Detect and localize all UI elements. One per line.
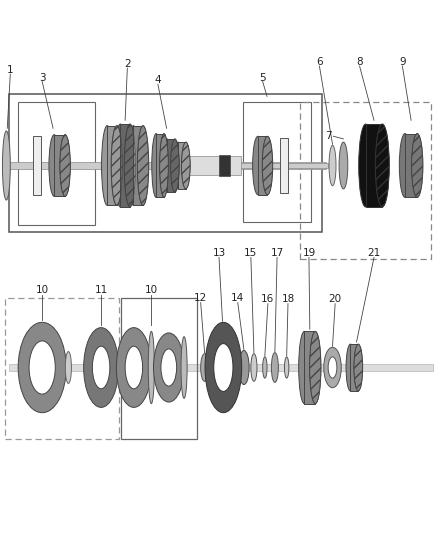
Bar [219,155,230,176]
Ellipse shape [263,357,267,378]
Ellipse shape [65,352,71,383]
Ellipse shape [262,136,273,195]
Ellipse shape [60,135,71,196]
Bar [7,162,326,169]
Ellipse shape [329,146,336,185]
Ellipse shape [29,341,55,394]
Ellipse shape [49,135,60,196]
Text: 2: 2 [124,60,131,69]
Bar [188,156,241,175]
Ellipse shape [138,126,149,205]
Ellipse shape [153,333,184,402]
Ellipse shape [181,337,187,398]
Text: 1: 1 [7,65,14,75]
Text: 7: 7 [325,131,332,141]
Bar [178,142,186,189]
Bar [171,164,328,167]
Ellipse shape [285,357,289,378]
Bar [304,332,315,403]
Bar [33,136,41,195]
Ellipse shape [173,142,182,189]
Bar [107,126,117,205]
Ellipse shape [125,346,143,389]
Ellipse shape [159,134,168,197]
Ellipse shape [117,328,151,407]
Ellipse shape [239,351,249,384]
Text: 18: 18 [281,294,295,304]
Text: 11: 11 [95,286,108,295]
Ellipse shape [84,328,119,407]
Text: 10: 10 [145,286,158,295]
Text: 17: 17 [270,248,284,258]
Ellipse shape [354,344,363,391]
Text: 3: 3 [39,73,46,83]
Text: 4: 4 [155,76,161,85]
Ellipse shape [324,348,341,387]
Ellipse shape [399,134,411,197]
Text: 12: 12 [194,293,207,303]
Ellipse shape [92,346,110,389]
Ellipse shape [375,124,389,207]
Ellipse shape [310,332,321,403]
Ellipse shape [128,126,139,205]
Text: 8: 8 [356,57,363,67]
Text: 21: 21 [367,248,381,258]
Bar [156,134,164,197]
Ellipse shape [148,332,154,403]
Bar [280,138,288,193]
Ellipse shape [339,142,348,189]
Bar [54,135,65,196]
Bar [258,136,268,195]
Ellipse shape [181,142,190,189]
Ellipse shape [18,322,66,413]
Ellipse shape [111,126,123,205]
Text: 15: 15 [244,248,258,258]
Text: 6: 6 [316,57,323,67]
Bar [167,139,175,192]
Ellipse shape [346,344,355,391]
Ellipse shape [162,139,171,192]
Ellipse shape [115,124,126,207]
Text: 9: 9 [399,57,406,67]
Ellipse shape [205,322,242,413]
Bar [120,124,130,207]
Ellipse shape [102,126,113,205]
Text: 10: 10 [35,286,49,295]
Ellipse shape [359,124,373,207]
Ellipse shape [412,134,423,197]
Ellipse shape [251,354,257,381]
Text: 20: 20 [328,294,342,304]
Ellipse shape [170,139,179,192]
Text: 14: 14 [231,293,244,303]
Ellipse shape [31,346,53,389]
Bar [134,126,143,205]
Ellipse shape [272,353,279,382]
Ellipse shape [201,354,208,381]
Ellipse shape [214,344,233,391]
Text: 5: 5 [259,73,266,83]
Text: 16: 16 [261,294,275,304]
Text: 13: 13 [212,248,226,258]
Ellipse shape [3,131,11,200]
Ellipse shape [253,136,263,195]
Ellipse shape [124,124,136,207]
Bar [10,364,433,371]
Bar [366,124,382,207]
Ellipse shape [299,332,310,403]
Ellipse shape [328,357,337,378]
Bar [350,344,358,391]
Bar [405,134,417,197]
Ellipse shape [152,134,160,197]
Text: 19: 19 [302,248,315,258]
Ellipse shape [161,349,177,386]
